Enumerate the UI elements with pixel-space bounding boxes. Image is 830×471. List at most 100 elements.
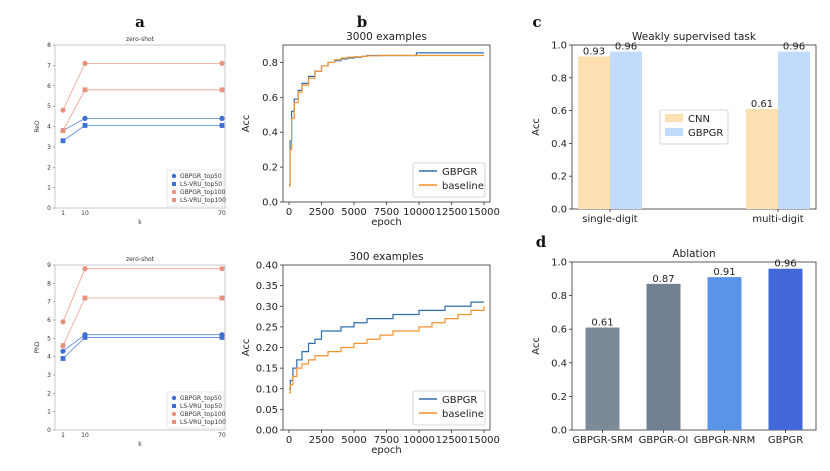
- y-tick-label: 0: [47, 205, 51, 212]
- legend-marker: [171, 189, 177, 195]
- y-tick-label: 1.0: [551, 258, 567, 269]
- x-tick-label: 15000: [468, 435, 500, 446]
- data-point-GBPGR_top100: [82, 60, 88, 66]
- legend-box: [166, 391, 224, 429]
- data-point-LS-VRU_top100: [60, 343, 66, 349]
- bar-GBPGR-OI: [646, 283, 681, 430]
- y-axis-label: Acc: [241, 115, 252, 133]
- chart-c: Weakly supervised task Acc 0.0 0.2 0.4 0.6 0.8…: [531, 31, 817, 225]
- legend-label: LS-VRU_top100: [180, 197, 226, 204]
- legend-swatch: [665, 128, 683, 136]
- y-tick-label: 0.4: [551, 139, 567, 150]
- y-tick-label: 0.8: [262, 58, 278, 69]
- legend-marker: [172, 420, 176, 424]
- bar-GBPGR-multi-digit: [778, 51, 810, 210]
- data-label: 0.96: [783, 42, 805, 53]
- bar-GBPGR-SRM: [585, 327, 620, 430]
- legend-label: GBPGR: [442, 395, 477, 406]
- legend-label: baseline: [442, 409, 484, 420]
- y-tick-label: 0.35: [256, 281, 278, 292]
- x-tick-label: 0: [286, 435, 292, 446]
- x-tick-label: 2500: [309, 435, 334, 446]
- legend-marker: [172, 198, 176, 202]
- chart-b-top: 3000 examples epoch Acc 0.0 0.2 0.4 0.6 0.8 0 250…: [241, 31, 500, 228]
- data-point-GBPGR_top50: [60, 348, 66, 354]
- y-tick-label: 7: [47, 299, 51, 306]
- y-tick-label: 5: [47, 103, 51, 110]
- x-tick-label: 1: [61, 432, 65, 439]
- bar-CNN-single-digit: [578, 56, 610, 210]
- y-axis-label: PhD: [34, 341, 41, 353]
- y-tick-label: 1: [47, 409, 51, 416]
- x-tick-label: 1: [61, 210, 65, 217]
- y-tick-label: 2: [47, 390, 51, 397]
- data-label: 0.96: [774, 259, 796, 270]
- y-tick-label: 0.8: [551, 73, 567, 84]
- y-tick-label: 0.2: [262, 163, 278, 174]
- data-point-GBPGR_top100: [219, 266, 225, 272]
- y-tick-label: 0.40: [256, 261, 278, 272]
- x-tick-label: 10000: [403, 207, 435, 218]
- x-tick-label: 5000: [341, 207, 366, 218]
- y-tick-label: 0.10: [256, 384, 278, 395]
- x-tick-label: GBPGR-NRM: [694, 435, 756, 446]
- x-tick-label: 12500: [436, 207, 468, 218]
- y-tick-label: 6: [47, 317, 51, 324]
- data-point-GBPGR_top50: [82, 115, 88, 121]
- y-tick-label: 0.0: [551, 426, 567, 437]
- series-line-GBPGR: [289, 301, 484, 390]
- legend-swatch: [665, 114, 683, 122]
- x-axis-label: k: [138, 441, 142, 448]
- legend-label: LS-VRU_top100: [180, 419, 226, 426]
- y-tick-label: 0.15: [256, 364, 278, 375]
- legend-label: GBPGR_top50: [180, 173, 222, 180]
- series-line-LS-VRU_top50: [62, 337, 222, 359]
- data-label: 0.96: [615, 42, 637, 53]
- y-tick-label: 0: [47, 427, 51, 434]
- y-axis-label: Acc: [531, 118, 542, 136]
- y-tick-label: 0.4: [262, 128, 278, 139]
- plot-frame: [571, 261, 817, 431]
- chart-title: 3000 examples: [346, 31, 427, 43]
- y-tick-label: 8: [47, 280, 51, 287]
- x-axis-label: epoch: [371, 445, 401, 456]
- y-tick-label: 0.4: [551, 358, 567, 369]
- chart-title: Ablation: [672, 248, 715, 260]
- y-tick-label: 0.8: [551, 291, 567, 302]
- plot-frame: [571, 44, 817, 210]
- y-tick-label: 8: [47, 42, 51, 49]
- bar-GBPGR: [768, 268, 803, 430]
- data-point-GBPGR_top50: [219, 115, 225, 121]
- data-point-LS-VRU_top50: [219, 335, 225, 340]
- legend-label: GBPGR_top100: [180, 189, 226, 196]
- plot-frame: [54, 264, 226, 431]
- chart-title: Weakly supervised task: [632, 31, 757, 43]
- legend-label: LS-VRU_top50: [180, 181, 222, 188]
- legend-label: LS-VRU_top50: [180, 403, 222, 410]
- legend-label: GBPGR_top100: [180, 411, 226, 418]
- data-point-GBPGR_top100: [219, 60, 225, 66]
- chart-d: Ablation Acc 0.0 0.2 0.4 0.6 0.8 1.0 0.61 GBPGR-S…: [531, 248, 817, 446]
- y-tick-label: 0.05: [256, 405, 278, 416]
- y-tick-label: 0.0: [262, 198, 278, 209]
- y-tick-label: 0.2: [551, 172, 567, 183]
- legend-label: GBPGR: [442, 167, 477, 178]
- legend-label: CNN: [688, 114, 710, 125]
- data-point-LS-VRU_top100: [82, 87, 88, 93]
- chart-title: zero-shot: [126, 256, 155, 263]
- x-tick-label: 70: [218, 432, 226, 439]
- data-point-LS-VRU_top50: [60, 356, 66, 361]
- x-tick-label: 12500: [436, 435, 468, 446]
- x-tick-label: 7500: [374, 435, 399, 446]
- data-label: 0.61: [591, 318, 613, 329]
- chart-title: 300 examples: [349, 251, 423, 263]
- legend-marker: [171, 173, 177, 179]
- legend-label: GBPGR: [688, 128, 723, 139]
- legend-marker: [172, 182, 176, 186]
- bar-GBPGR-NRM: [707, 277, 742, 430]
- panel-letter-a: a: [135, 13, 145, 31]
- x-tick-label: 0: [286, 207, 292, 218]
- legend-label: baseline: [442, 181, 484, 192]
- y-tick-label: 4: [47, 354, 51, 361]
